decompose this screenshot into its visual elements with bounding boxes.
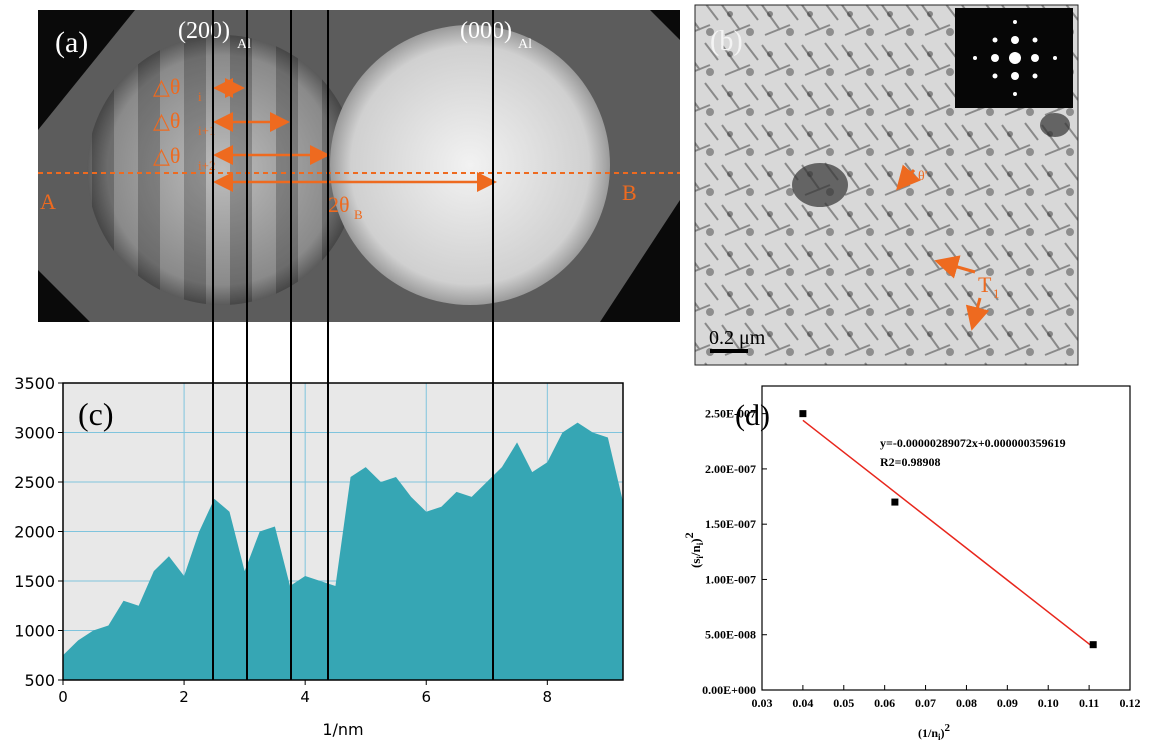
scale-label: 0.2 μm <box>709 327 766 349</box>
panel-label: (c) <box>78 396 114 432</box>
x-tick-label: 0.04 <box>792 696 813 710</box>
y-axis-label: (si/ni)2 <box>682 532 705 568</box>
point <box>799 410 806 417</box>
page: {"panels": { "a": {"label": "(a)", "spot… <box>0 0 1161 742</box>
x-tick-label: 0.09 <box>997 696 1018 710</box>
x-tick-label: 2 <box>179 688 189 706</box>
x-tick-label: 0.03 <box>752 696 773 710</box>
delta-subscript: i <box>198 89 202 104</box>
bragg-subscript: B <box>354 207 363 222</box>
x-tick-label: 0.10 <box>1038 696 1059 710</box>
y-tick-label: 2.00E-007 <box>705 462 756 476</box>
y-axis-label-part: (s <box>688 559 703 568</box>
panel-b: (b) θ' T 1 0.2 μm <box>695 5 1078 365</box>
x-tick-label: 6 <box>421 688 431 706</box>
panel-label: (b) <box>710 26 743 57</box>
point-label: B <box>622 180 637 205</box>
panel-d: 0.03 0.04 0.05 0.06 0.07 0.08 0.09 0.10 0.11 0.12… <box>682 386 1141 742</box>
bragg-label: 2θ <box>328 192 350 217</box>
y-tick-label: 3500 <box>14 374 55 393</box>
y-axis-label-part: 2 <box>682 532 696 538</box>
image-detail <box>792 163 848 207</box>
x-tick-label: 0.11 <box>1079 696 1099 710</box>
y-tick-label: 1.00E-007 <box>705 572 756 586</box>
panel-c: 0 2 4 6 8 500 1000 1500 2000 2500 3000 3500 (c) 1/nm <box>14 374 623 739</box>
delta-label: △θ <box>153 108 180 133</box>
x-tick-label: 4 <box>300 688 310 706</box>
y-tick-label: 0.00E+000 <box>702 683 756 697</box>
y-tick-label: 3000 <box>14 424 55 443</box>
panel-a: (a) (200) Al (000) Al △θ i △θ i+1 △θ i+2… <box>38 10 680 322</box>
x-tick-label: 0.08 <box>956 696 977 710</box>
spot-subscript: Al <box>237 37 251 52</box>
x-tick-label: 0.05 <box>833 696 854 710</box>
point <box>1090 641 1097 648</box>
x-axis-label: 1/nm <box>322 720 363 739</box>
panel-label: (d) <box>735 399 770 432</box>
y-tick-label: 5.00E-008 <box>705 628 756 642</box>
fit-equation: y=-0.00000289072x+0.000000359619 <box>880 436 1066 450</box>
y-tick-label: 2000 <box>14 523 55 542</box>
y-axis-label-part: /n <box>688 544 703 557</box>
spot-label: (000) <box>460 18 512 44</box>
delta-label: △θ <box>153 74 180 99</box>
diffraction-disk <box>330 25 610 305</box>
y-tick-label: 2500 <box>14 473 55 492</box>
phase-subscript: 1 <box>993 286 1000 301</box>
x-tick-label: 8 <box>543 688 553 706</box>
x-axis-label-part: (1/n <box>918 726 938 740</box>
fit-line <box>803 420 1093 647</box>
x-axis-label: (1/ni)2 <box>918 722 951 742</box>
x-axis-label-part: 2 <box>945 722 951 734</box>
figure: (a) (200) Al (000) Al △θ i △θ i+1 △θ i+2… <box>0 0 1161 742</box>
panel-label: (a) <box>55 26 88 59</box>
x-tick-label: 0 <box>58 688 68 706</box>
point-label: A <box>40 189 56 214</box>
y-tick-label: 1500 <box>14 572 55 591</box>
y-tick-label: 1.50E-007 <box>705 517 756 531</box>
phase-label: T <box>978 272 992 297</box>
image-detail <box>1040 113 1070 137</box>
point <box>891 499 898 506</box>
x-tick-label: 0.07 <box>915 696 936 710</box>
y-tick-label: 1000 <box>14 622 55 641</box>
fit-r2: R2=0.98908 <box>880 455 941 469</box>
x-tick-label: 0.12 <box>1120 696 1141 710</box>
spot-label: (200) <box>178 18 230 44</box>
x-tick-label: 0.06 <box>874 696 895 710</box>
phase-label: θ' <box>918 169 927 184</box>
y-tick-label: 500 <box>24 671 55 690</box>
fringes <box>87 35 357 305</box>
spot-subscript: Al <box>518 37 532 52</box>
delta-label: △θ <box>153 143 180 168</box>
